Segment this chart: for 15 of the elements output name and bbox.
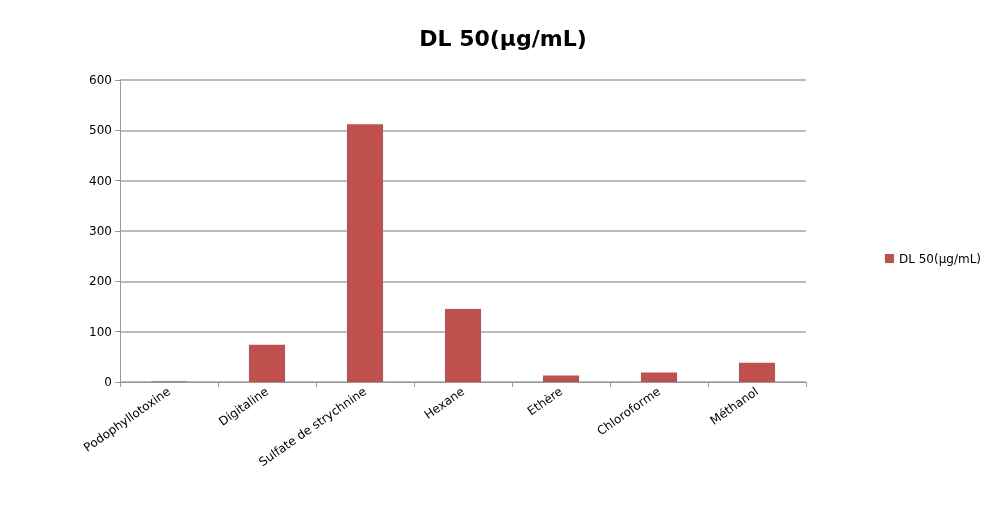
bar xyxy=(249,344,285,382)
y-tick-label: 600 xyxy=(89,73,112,87)
y-tick-label: 400 xyxy=(89,173,112,188)
y-tick-label: 200 xyxy=(89,274,112,289)
y-tick-label: 300 xyxy=(89,224,112,238)
bar xyxy=(445,309,481,382)
y-tick-label: 0 xyxy=(104,375,112,389)
bar xyxy=(543,375,579,382)
bar xyxy=(739,362,775,382)
legend-label: DL 50(µg/mL) xyxy=(898,251,981,266)
y-tick-label: 100 xyxy=(89,324,112,339)
bar xyxy=(347,124,383,382)
bar xyxy=(641,372,677,382)
y-tick-label: 500 xyxy=(89,123,112,138)
chart-title: DL 50(µg/mL) xyxy=(419,25,587,51)
